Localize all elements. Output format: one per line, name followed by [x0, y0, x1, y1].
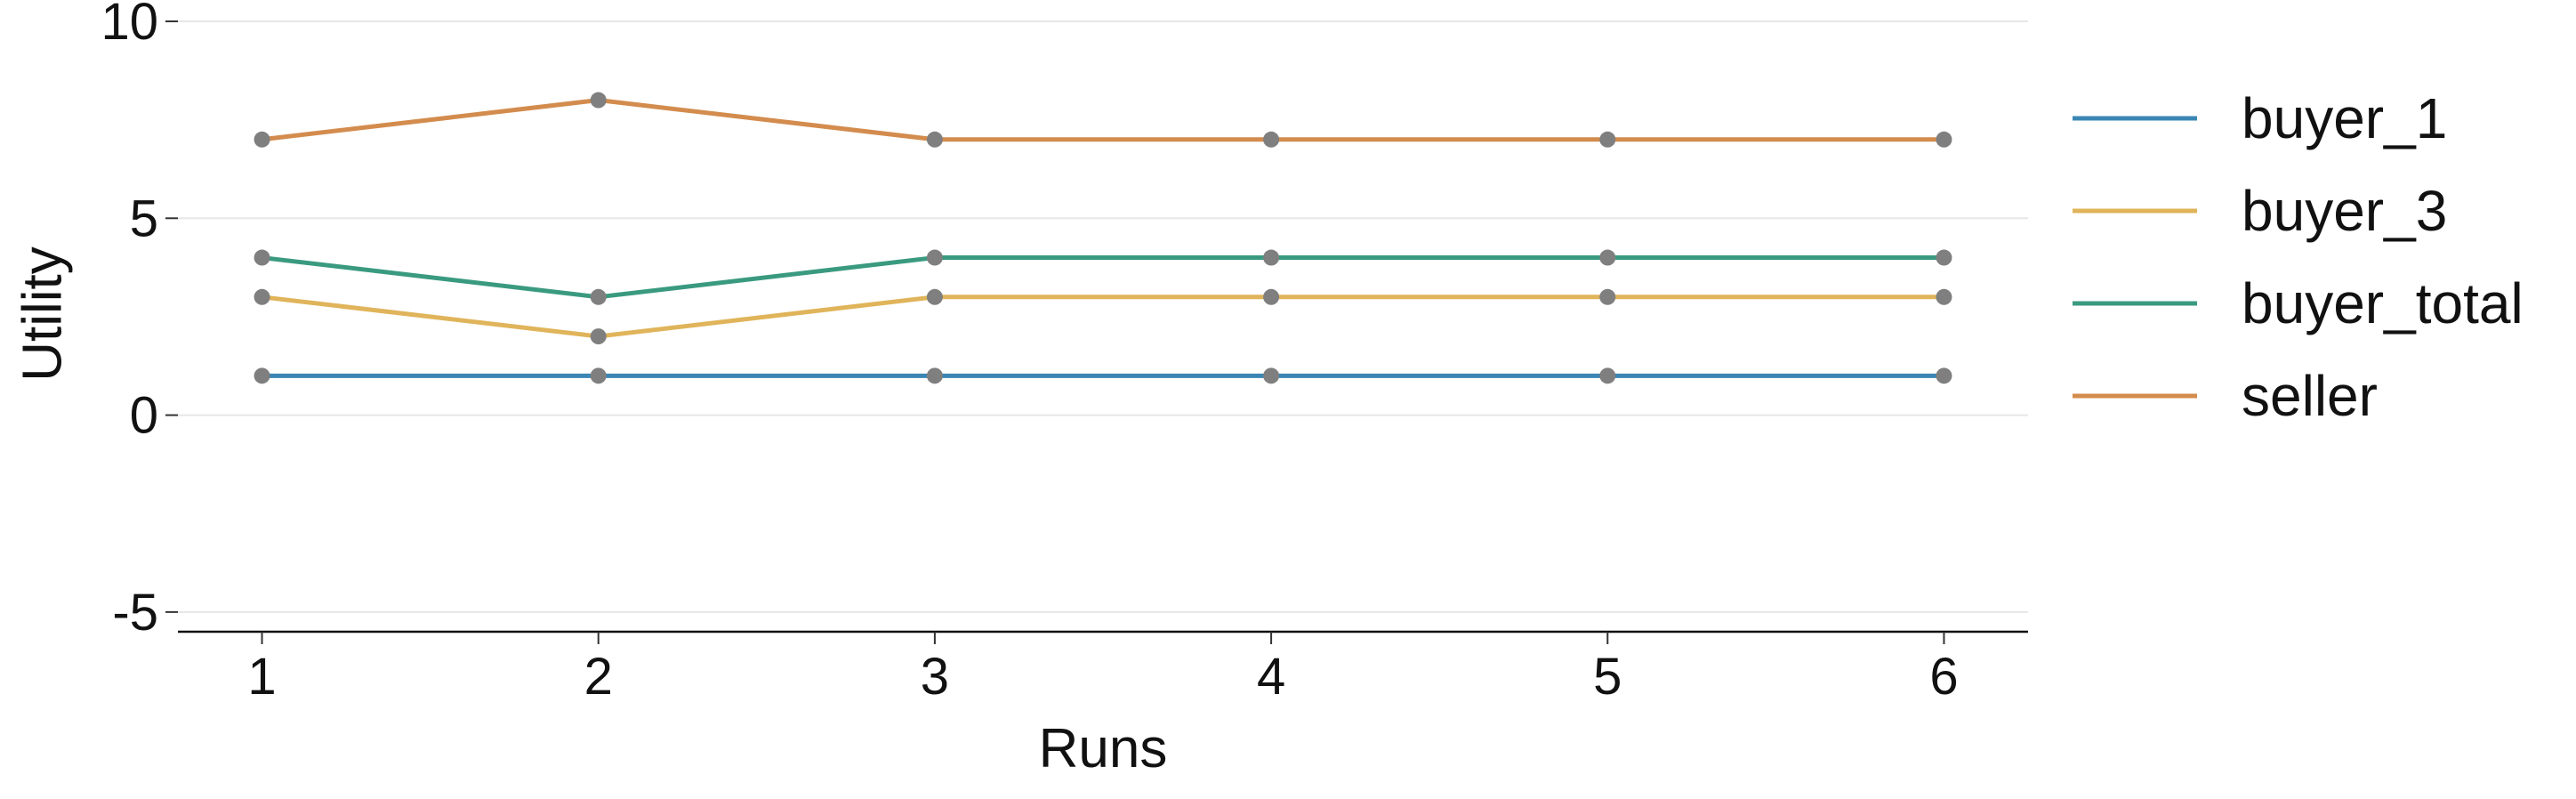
data-point-buyer_1: [926, 367, 943, 384]
series-line-buyer_3: [260, 295, 1946, 339]
legend-label-seller: seller: [2242, 364, 2378, 428]
x-tick-label: 4: [1257, 648, 1285, 706]
series-line-seller: [260, 98, 1946, 142]
data-point-buyer_total: [1599, 249, 1616, 266]
data-point-buyer_total: [1936, 249, 1952, 266]
data-point-buyer_3: [1263, 288, 1280, 305]
data-point-buyer_1: [1936, 367, 1952, 384]
gridlines: [178, 20, 2028, 613]
legend-label-buyer_3: buyer_3: [2242, 179, 2447, 243]
data-point-buyer_total: [254, 249, 270, 266]
data-point-buyer_3: [926, 288, 943, 305]
x-tick-label: 1: [247, 648, 276, 706]
y-axis-label: Utility: [12, 246, 73, 382]
x-tick-label: 2: [584, 648, 613, 706]
x-tick-label: 6: [1929, 648, 1958, 706]
x-axis-label: Runs: [1039, 718, 1168, 779]
legend-label-buyer_total: buyer_total: [2242, 271, 2524, 335]
series-line-buyer_total: [260, 255, 1946, 300]
data-point-buyer_1: [1263, 367, 1280, 384]
y-tick-label: 0: [130, 387, 158, 445]
x-tick-label: 3: [921, 648, 949, 706]
y-tick-label: 10: [101, 0, 158, 51]
data-point-buyer_1: [590, 367, 607, 384]
data-point-buyer_3: [254, 288, 270, 305]
data-point-seller: [1263, 131, 1280, 148]
data-point-seller: [1599, 131, 1616, 148]
axes: -5 0 5 10 1 2 3 4 5 6: [101, 0, 2028, 706]
y-tick-label: 5: [130, 190, 158, 247]
series-lines: [260, 98, 1946, 378]
data-point-buyer_1: [254, 367, 270, 384]
x-tick-label: 5: [1593, 648, 1622, 706]
data-point-buyer_total: [926, 249, 943, 266]
y-tick-label: -5: [112, 584, 158, 642]
data-point-seller: [926, 131, 943, 148]
data-point-buyer_3: [1599, 288, 1616, 305]
data-point-buyer_total: [590, 288, 607, 305]
data-point-buyer_3: [1936, 288, 1952, 305]
data-point-buyer_1: [1599, 367, 1616, 384]
data-point-seller: [590, 92, 607, 109]
legend-label-buyer_1: buyer_1: [2242, 86, 2447, 150]
data-point-seller: [254, 131, 270, 148]
data-markers: [254, 92, 1952, 384]
data-point-seller: [1936, 131, 1952, 148]
data-point-buyer_total: [1263, 249, 1280, 266]
data-point-buyer_3: [590, 328, 607, 345]
